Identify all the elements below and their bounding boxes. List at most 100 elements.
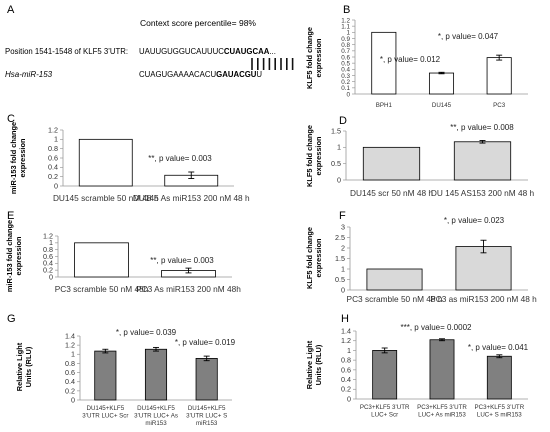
x-tick-label-line: miR153 [196, 420, 218, 427]
y-tick-label: 3 [341, 222, 345, 231]
x-tick-label: PC3 scramble 50 nM 48 h [347, 294, 443, 304]
y-axis-label-line: expression [314, 38, 323, 78]
x-tick-label: DU145+KLF5 3’UTR LUC+ Scr [82, 405, 128, 420]
y-tick-label: 1.4 [65, 331, 75, 340]
x-tick-label-line: DU145 As miR153 200 nM 48 h [133, 193, 250, 203]
bar-pc3-scramble-50-nm-48-h [366, 268, 423, 291]
bar-du145-klf5-3-utr-luc-scr [94, 350, 117, 401]
p-value-annotation: *, p value= 0.047 [438, 32, 499, 41]
y-tick-label: 0.9 [341, 36, 350, 43]
panel-label-b: B [343, 4, 350, 16]
x-tick-label-line: DU 145 AS153 200 nM 48 h [431, 188, 535, 198]
y-tick-label: 1.2 [48, 125, 58, 134]
y-tick-label: 0.2 [341, 385, 351, 394]
y-tick-label: 0.2 [341, 79, 350, 86]
x-tick-label: DU145 scr 50 nM 48 h [350, 188, 433, 198]
position-text: Position 1541-1548 of KLF5 3’UTR: [5, 47, 128, 56]
x-tick-label-line: DU145 scramble 50 nM 48 h [53, 193, 159, 203]
mirna-seq-seed: GAUACGU [216, 70, 257, 79]
panel-label-h: H [341, 313, 349, 325]
bar-du145-klf5-3-utr-luc-s-mir153 [195, 357, 218, 401]
panel-h: H 00.20.40.60.811.21.4 Relative LightUnits… [305, 313, 529, 419]
p-value-annotation: **, p value= 0.008 [450, 123, 514, 132]
y-axis-label-line: KLF5 fold change [305, 27, 314, 89]
x-tick-label-line: PC3 [493, 102, 506, 109]
mirna-seq-post: U [256, 70, 262, 79]
y-tick-label: 0.4 [43, 259, 53, 268]
x-tick-label-line: PC3 As miR153 200 nM 48h [136, 284, 241, 294]
x-tick-label: PC3+KLF5 3’UTR LUC+ As miR153 [417, 404, 467, 419]
y-tick-label: 0.6 [48, 153, 58, 162]
y-axis-label-line: Relative Light [305, 340, 314, 389]
y-tick-label: 0.8 [341, 42, 350, 49]
panel-label-c: C [7, 113, 15, 125]
p-value-annotation: **, p value= 0.003 [150, 256, 214, 265]
x-tick-label: PC3 scramble 50 nM 48h [55, 284, 149, 294]
y-axis-label: KLF5 fold changeexpression [305, 27, 323, 89]
y-tick-label: 2 [341, 243, 345, 252]
y-tick-label: 0.1 [341, 85, 350, 92]
p-value-annotation: **, p value= 0.003 [148, 154, 212, 163]
x-tick-label-line: DU145+KLF5 [188, 405, 226, 412]
p-value-annotation: *, p value= 0.023 [444, 216, 505, 225]
p-value-annotation: ***, p value= 0.0002 [401, 323, 472, 332]
x-tick-label-line: DU145+KLF5 [137, 405, 175, 412]
p-value-annotation: *, p value= 0.039 [116, 328, 177, 337]
y-tick-label: 1 [54, 135, 58, 144]
y-axis-label-line: KLF5 fold change [305, 227, 314, 289]
x-tick-label-line: PC3+KLF5 3’UTR [360, 404, 410, 411]
x-tick-label-line: PC3 scramble 50 nM 48h [55, 284, 149, 294]
bar-pc3-scramble-50-nm-48h [74, 242, 129, 278]
bar-du145 [428, 72, 455, 95]
y-axis-label-line: KLF5 fold change [305, 125, 314, 187]
mirna-seq-pre: CUAGUGAAAACACU [139, 70, 216, 79]
y-tick-label: 0.6 [341, 365, 351, 374]
y-axis-label: miR-153 fold changeexpression [9, 122, 27, 194]
x-tick-label: PC3 as miR153 200 nM 48 h [430, 294, 537, 304]
x-tick-label-line: LUC+ As miR153 [418, 412, 466, 419]
x-tick-label: DU145 scramble 50 nM 48 h [53, 193, 159, 203]
y-axis-label-line: miR-153 fold change [5, 220, 14, 292]
y-tick-label: 1.4 [341, 326, 351, 335]
y-tick-label: 1.2 [43, 231, 53, 240]
bar-du145-klf5-3-utr-luc-as-mir153 [144, 348, 168, 401]
y-axis-label-line: expression [18, 138, 27, 178]
chart-panels: B00.10.20.30.40.50.60.70.80.911.11.2KLF5… [5, 4, 537, 427]
y-tick-label: 1.2 [65, 341, 75, 350]
x-tick-label-line: DU145 [432, 102, 452, 109]
x-tick-label-line: LUC+ S miR153 [477, 412, 522, 419]
bar-du145-scramble-50-nm-48-h [78, 138, 133, 187]
y-tick-label: 1 [49, 238, 53, 247]
utr-seq-seed: CUAUGCAA [224, 47, 270, 56]
x-tick-label-line: PC3+KLF5 3’UTR [417, 404, 467, 411]
y-tick-label: 0.6 [43, 252, 53, 261]
utr-sequence: UAUUGUGGUCAUUUCCUAUGCAA... [139, 47, 276, 56]
y-tick-label: 0.5 [341, 61, 350, 68]
mirna-name: Hsa-miR-153 [5, 70, 53, 79]
y-axis-label-line: Relative Light [15, 342, 24, 391]
y-tick-label: 0 [71, 395, 75, 404]
x-tick-label-line: BPH1 [376, 102, 393, 109]
x-tick-label: PC3+KLF5 3’UTR LUC+ S miR153 [474, 404, 524, 419]
y-axis-label: Relative LightUnits (RLU) [15, 342, 33, 391]
context-score-text: Context score percentile= 98% [140, 18, 256, 28]
x-tick-label: PC3+KLF5 3’UTR LUC+ Scr [360, 404, 410, 419]
y-tick-label: 0 [347, 394, 351, 403]
y-tick-label: 0.4 [65, 377, 75, 386]
x-tick-label-line: miR153 [145, 420, 167, 427]
y-tick-label: 0.2 [65, 386, 75, 395]
y-tick-label: 0.5 [335, 275, 345, 284]
x-tick-label-line: DU145+KLF5 [86, 405, 124, 412]
panel-c: C 00.20.40.60.811.2 miR-153 fold changeexp… [7, 113, 250, 203]
panel-b: B 00.10.20.30.40.50.60.70.80.911.11.2 KLF5… [305, 4, 528, 109]
y-axis-label: miR-153 fold changeexpression [5, 220, 23, 292]
y-tick-label: 1 [71, 350, 75, 359]
bar-pc3-klf5-3-utr-luc-s-mir153 [486, 355, 512, 400]
utr-seq-post: ... [269, 47, 276, 56]
mirna-sequence: CUAGUGAAAACACUGAUACGUU [139, 70, 262, 79]
y-axis-label-line: expression [314, 238, 323, 278]
panel-label-a: A [7, 4, 15, 16]
panel-a: A Context score percentile= 98% Position… [5, 4, 294, 79]
y-axis-label-line: miR-153 fold change [9, 122, 18, 194]
